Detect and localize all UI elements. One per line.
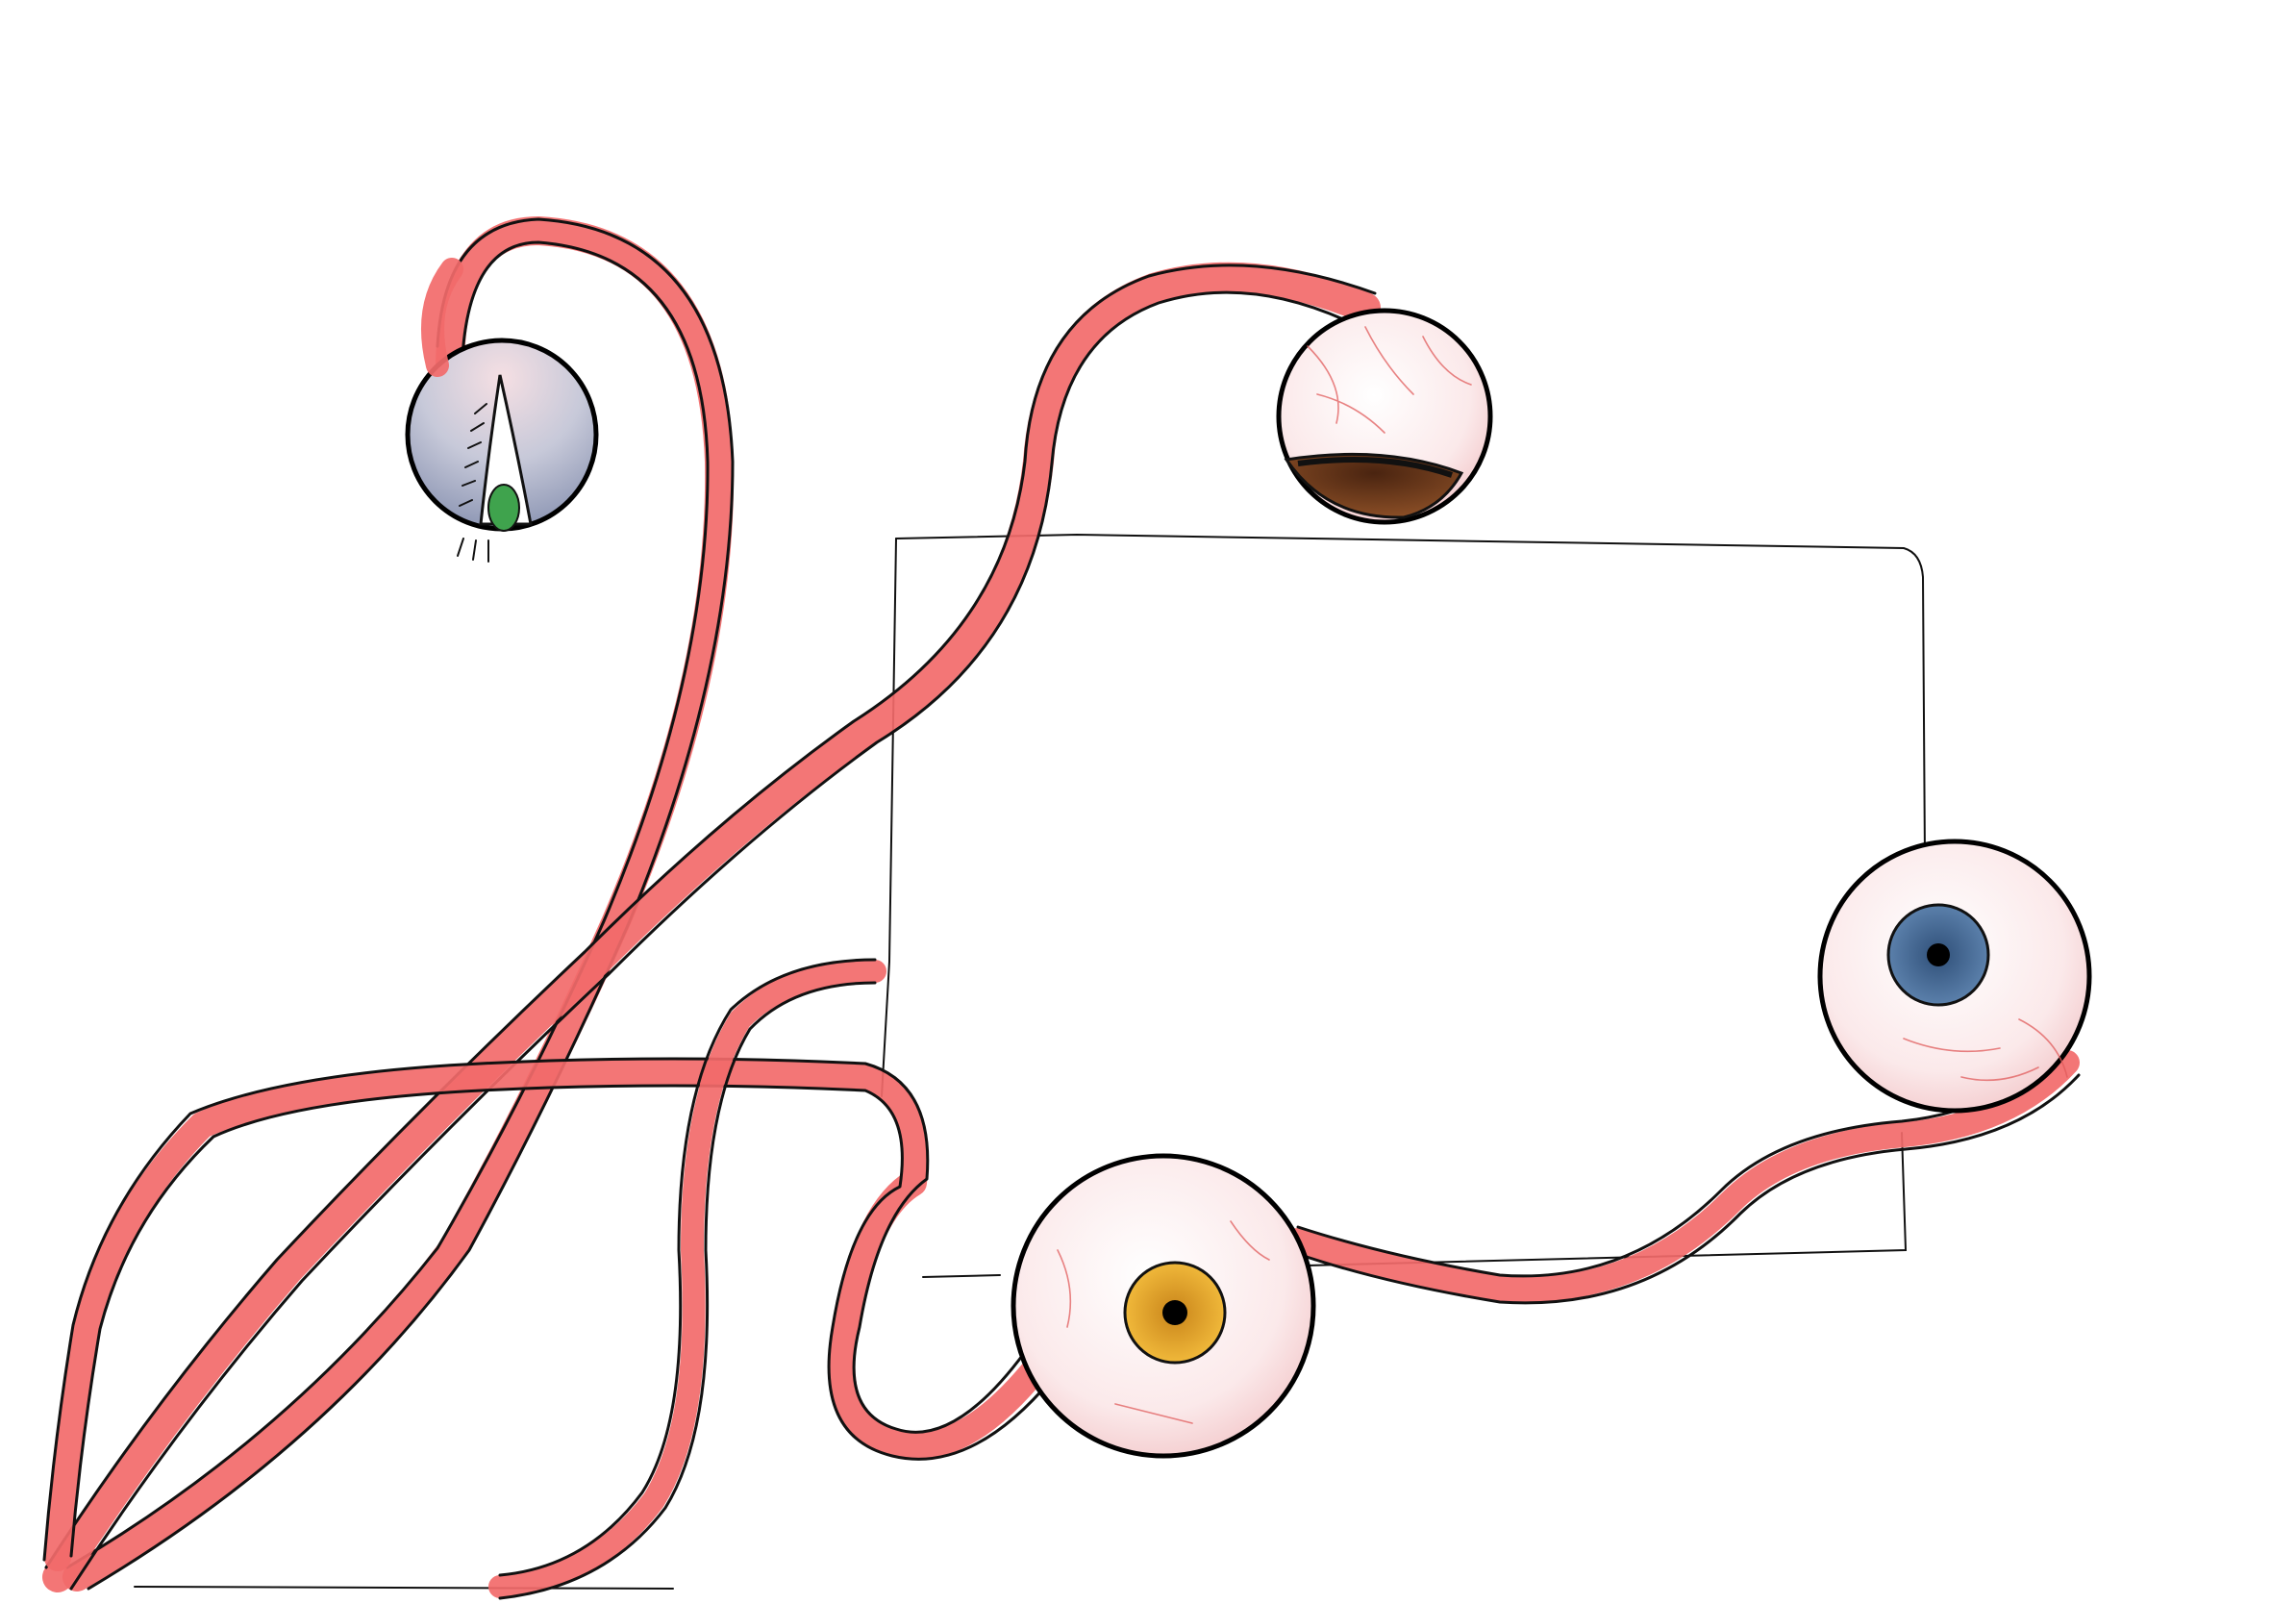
stalk-loop <box>488 958 886 1600</box>
stalks <box>42 216 2081 1600</box>
eye-upper-center <box>1276 308 1493 525</box>
eye-right <box>1817 839 2092 1114</box>
stalk-upper-left <box>62 216 735 1591</box>
eye-upper-left <box>405 258 599 563</box>
stalk-upper-center <box>42 262 1381 1592</box>
box-outline <box>134 533 1926 1590</box>
eye-bottom-center <box>1011 1153 1316 1459</box>
